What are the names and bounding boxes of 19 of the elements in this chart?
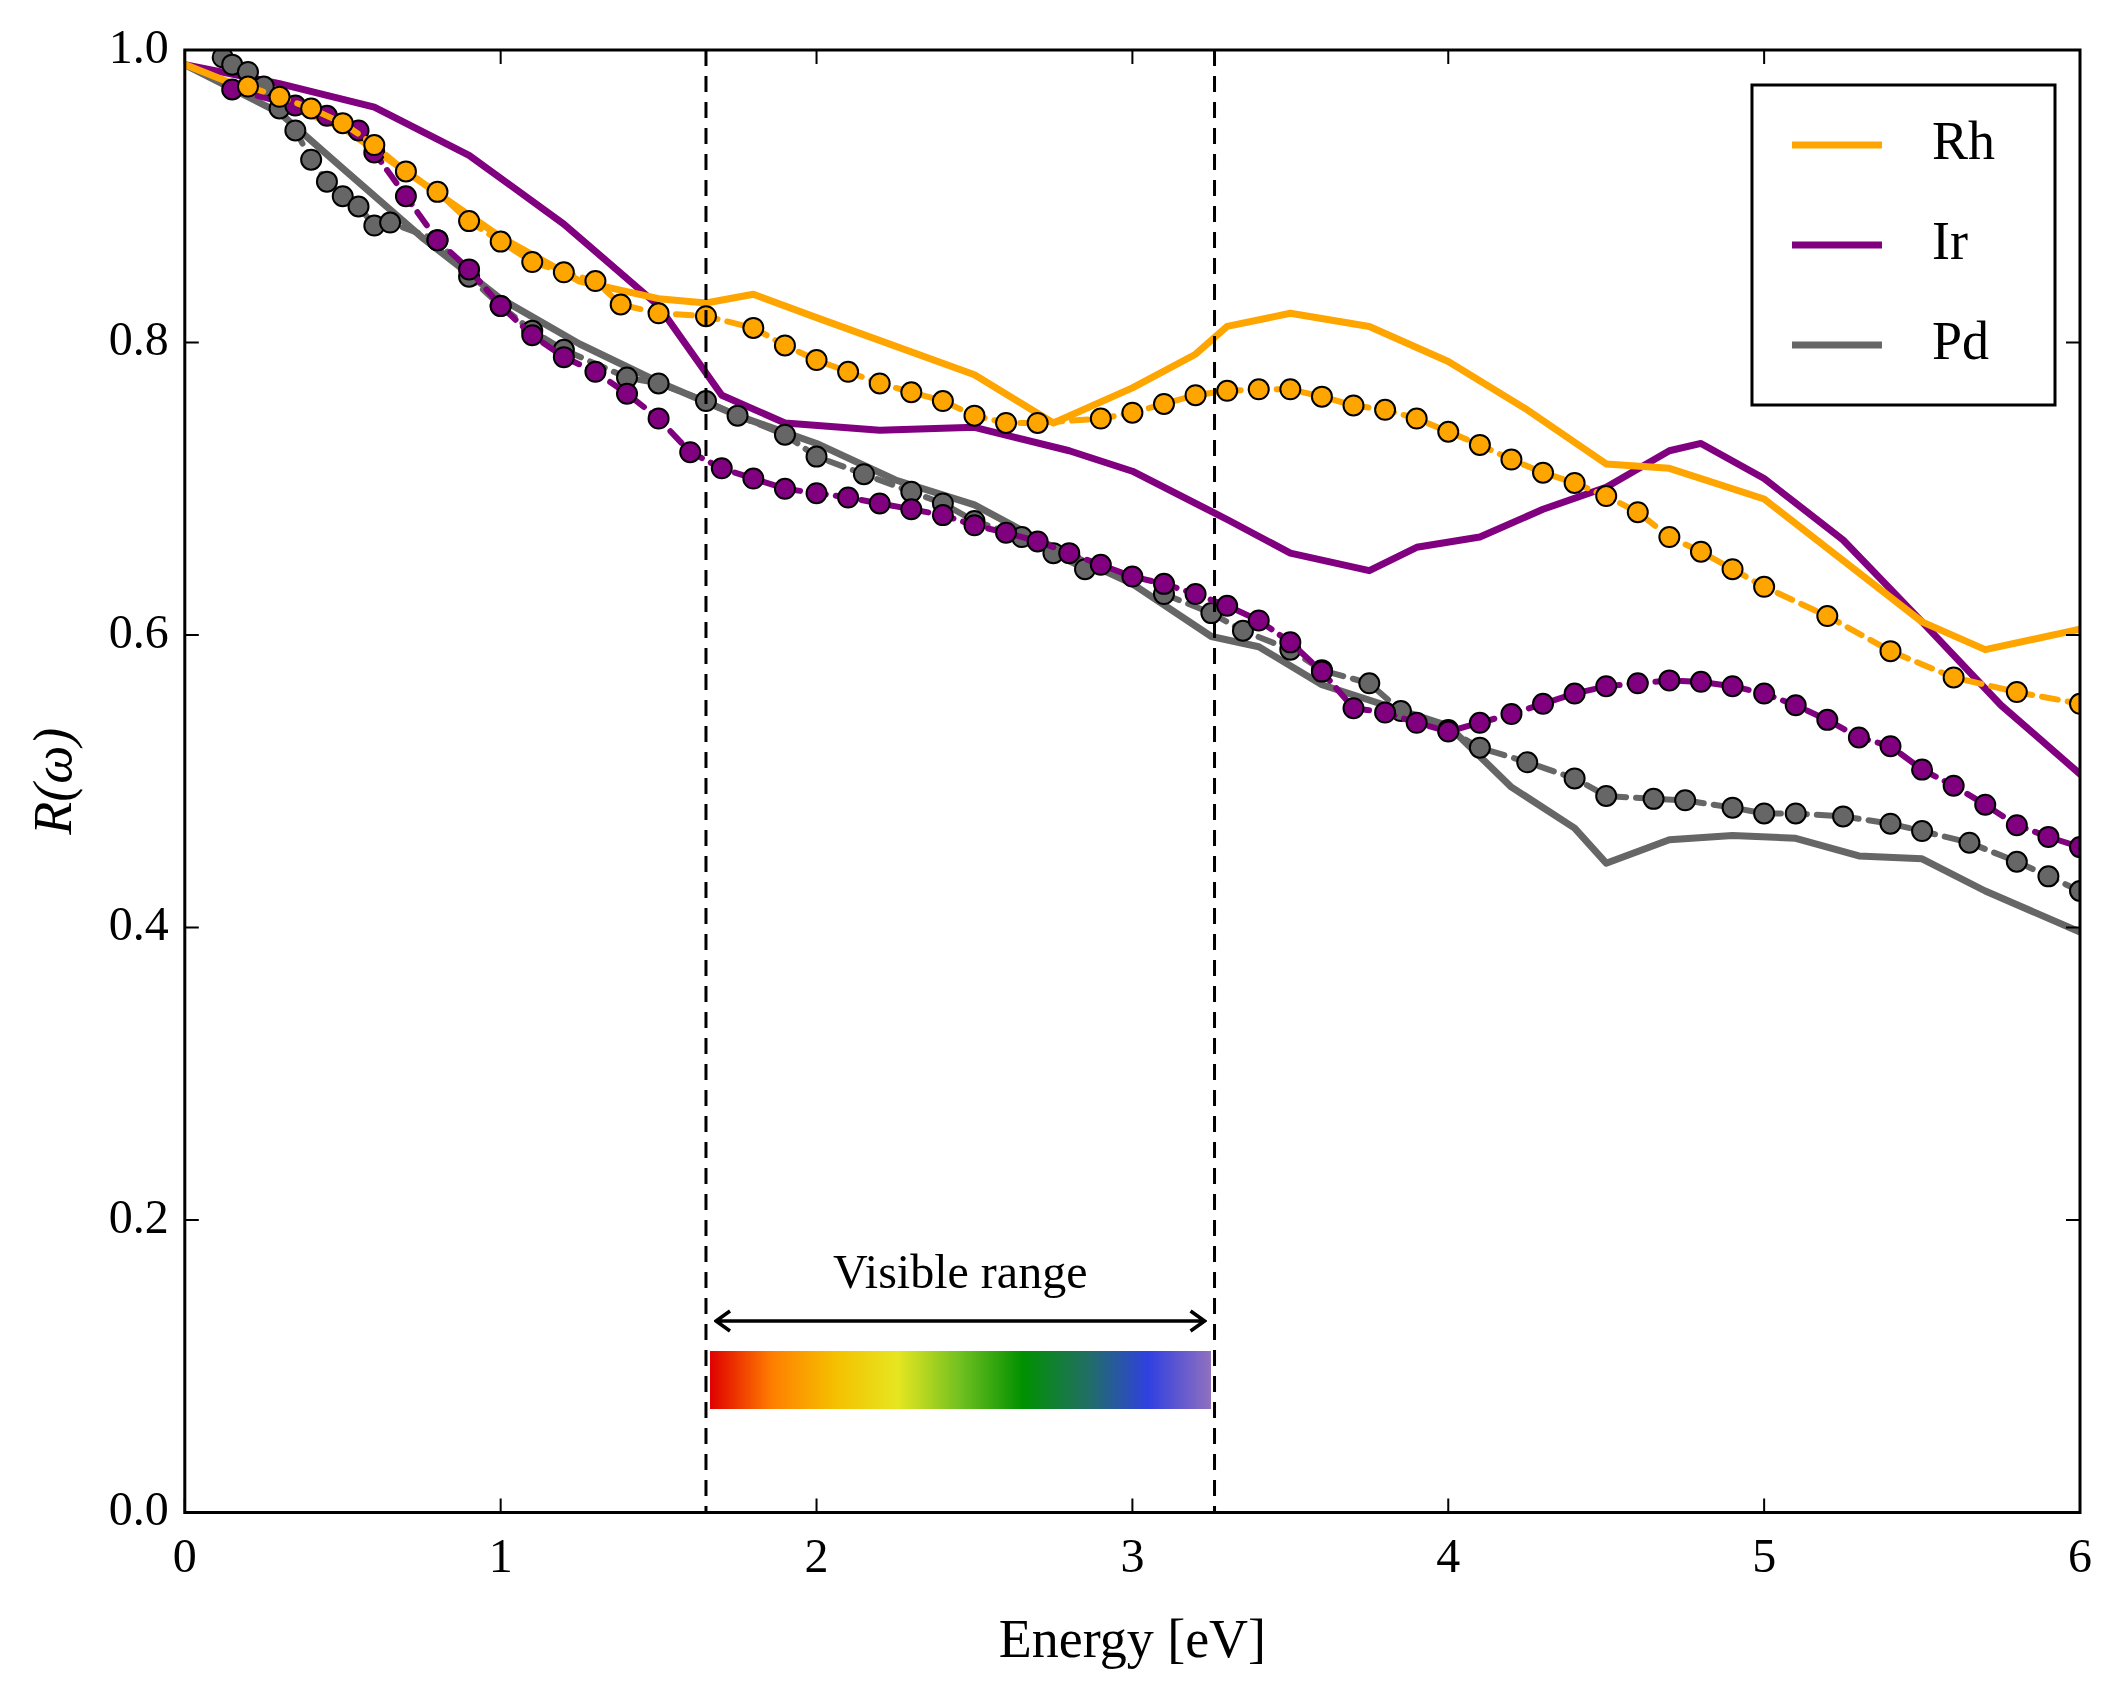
x-tick-label: 5 bbox=[1752, 1529, 1777, 1583]
x-tick-label: 4 bbox=[1436, 1529, 1461, 1583]
y-tick-label: 0.8 bbox=[108, 312, 169, 366]
legend-label: Pd bbox=[1931, 311, 1990, 372]
x-tick-label: 2 bbox=[804, 1529, 829, 1583]
y-tick-label: 0.4 bbox=[108, 897, 169, 951]
y-tick-label: 0.2 bbox=[108, 1189, 169, 1243]
y-tick-label: 0.6 bbox=[108, 604, 169, 658]
y-axis-title: R(ω) bbox=[22, 727, 83, 836]
legend-label: Ir bbox=[1931, 211, 1968, 272]
y-tick-label: 0.0 bbox=[108, 1482, 169, 1536]
x-tick-label: 6 bbox=[2068, 1529, 2092, 1583]
x-tick-label: 3 bbox=[1120, 1529, 1145, 1583]
y-tick-label: 1.0 bbox=[108, 19, 169, 73]
x-axis-title: Energy [eV] bbox=[998, 1608, 1267, 1669]
x-tick-label: 1 bbox=[488, 1529, 513, 1583]
x-tick-label: 0 bbox=[172, 1529, 197, 1583]
legend-label: Rh bbox=[1931, 111, 1996, 172]
annotation: Visible range bbox=[833, 1245, 1088, 1299]
